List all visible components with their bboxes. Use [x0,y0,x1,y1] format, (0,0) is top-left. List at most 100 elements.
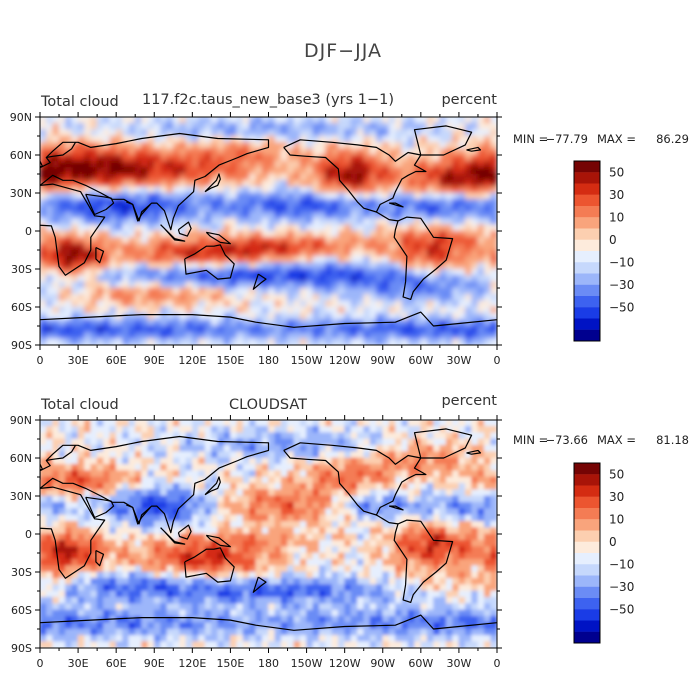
coastline-3 [126,201,151,222]
coastline-17 [40,614,497,631]
colorbar-swatch [574,251,600,263]
colorbar-swatch [574,284,600,297]
coastline-2 [85,193,115,216]
lon-label: 150E [216,354,244,367]
colorbar-swatch [574,161,600,173]
coastline-0 [40,183,106,276]
coastline-14 [413,428,473,459]
colorbar-swatch [574,239,600,252]
colorbar-swatch [574,564,600,576]
lon-label: 0 [37,657,44,670]
colorbar-label: 10 [609,210,624,224]
colorbar-swatch [574,609,600,621]
panel-2-max-value: 81.18 [656,433,689,447]
coastline-12 [46,141,77,159]
figure-title: DJF−JJA [304,40,382,62]
coastline-8 [204,173,221,193]
colorbar-swatch [574,553,600,565]
colorbar-swatch [574,485,600,497]
colorbar-label: 50 [609,165,624,179]
lon-label: 60W [408,657,433,670]
colorbar-label: −50 [609,300,634,314]
coastline-9 [252,576,267,593]
panel-2-center-title: CLOUDSAT [229,397,307,413]
coastline-16 [393,519,454,603]
panel-2-min-value: −73.66 [545,433,588,447]
coastline-19 [466,146,482,152]
lon-label: 90W [370,657,395,670]
lon-label: 60E [106,657,127,670]
colorbar-label: −10 [609,255,634,269]
colorbar-swatch [574,598,600,610]
colorbar-label: −30 [609,278,634,292]
colorbar-label: 30 [609,490,624,504]
lon-label: 180 [258,657,279,670]
panel-1-max-value: 86.29 [656,132,689,146]
coastline-15 [376,514,399,525]
panel-2: Total cloud CLOUDSAT percent 90N 60N 30N 0 3… [10,393,689,670]
panel-1-map [40,117,497,345]
lon-label: 180 [258,354,279,367]
coastline-8 [204,476,221,496]
coastline-15 [376,211,399,222]
coastline-18 [388,202,404,208]
lon-label: 30W [446,354,471,367]
colorbar-swatch [574,318,600,330]
lat-label: 0 [25,225,32,238]
panel-1-anomaly-field [40,117,497,345]
lat-label: 30N [10,490,32,503]
lat-label: 0 [25,528,32,541]
coastline-6 [177,524,192,540]
coastline-11 [40,463,44,471]
lat-label: 90S [11,642,32,655]
colorbar-swatch [574,183,600,195]
colorbar-swatch [574,519,600,531]
colorbar-swatch [574,496,600,509]
lon-label: 120E [178,657,206,670]
panel-1-right-title: percent [441,92,497,108]
colorbar-swatch [574,586,600,599]
lat-label: 90N [10,111,32,124]
colorbar-swatch [574,307,600,319]
colorbar-label: 30 [609,188,624,202]
lon-label: 30W [446,657,471,670]
panel-1-max-label: MAX = [597,132,636,146]
lon-label: 30E [68,657,89,670]
lon-label: 0 [494,657,501,670]
lon-label: 150E [216,657,244,670]
coastline-1 [40,132,270,231]
colorbar-swatch [574,273,600,285]
lat-label: 90N [10,414,32,427]
lon-label: 0 [37,354,44,367]
lat-label: 60S [11,604,32,617]
lon-label: 120W [329,354,361,367]
colorbar-swatch [574,508,600,520]
colorbar-swatch [574,631,600,644]
panel-2-colorbar: 50 30 10 0 −10 −30 −50 [573,462,634,644]
lon-label: 0 [494,354,501,367]
colorbar-label: −50 [609,602,634,616]
panel-2-right-title: percent [441,393,497,409]
lat-label: 60N [10,452,32,465]
coastline-7 [160,527,186,545]
lat-label: 60N [10,149,32,162]
colorbar-swatch [574,217,600,229]
panel-2-coastlines [40,428,497,631]
colorbar-label: −30 [609,580,634,594]
lon-label: 120E [178,354,206,367]
coastline-9 [252,273,267,290]
coastline-7 [160,224,186,242]
panel-1-coastlines [40,125,497,328]
lon-label: 30E [68,354,89,367]
coastline-2 [85,496,115,519]
coastline-19 [466,449,482,455]
colorbar-swatch [574,530,600,542]
coastline-10 [95,246,105,264]
coastline-1 [40,435,270,534]
coastline-16 [393,216,454,300]
panel-1-min-label: MIN = [513,132,548,146]
coastline-4 [184,547,235,583]
panel-1-min-value: −77.79 [545,132,588,146]
coastline-3 [126,504,151,525]
